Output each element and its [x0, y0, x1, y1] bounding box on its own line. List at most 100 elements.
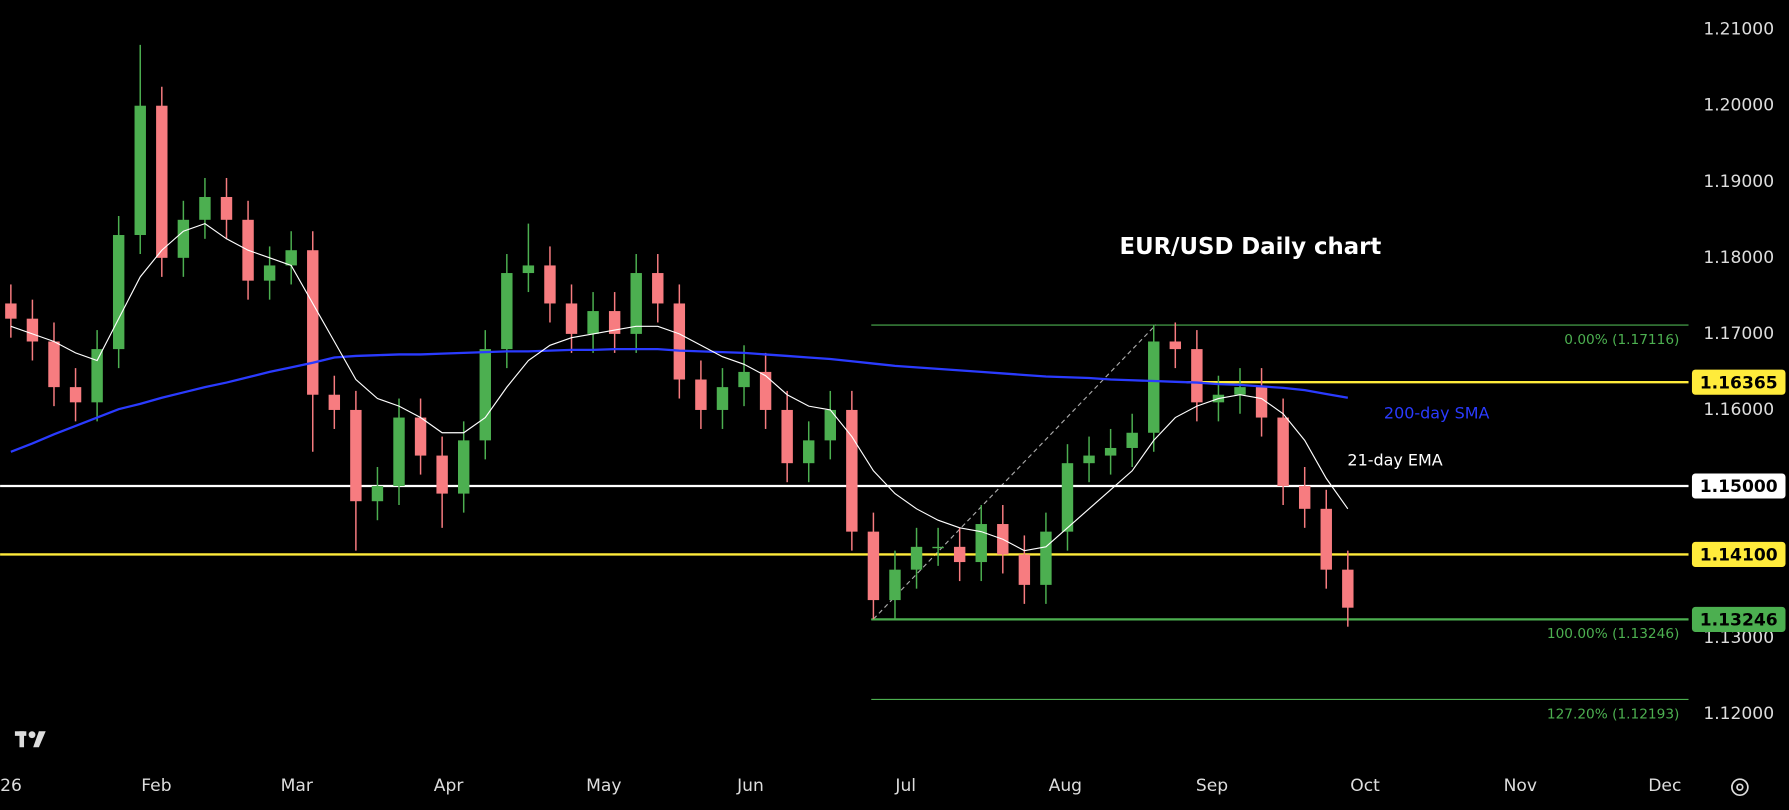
- series-label: 200-day SMA: [1384, 404, 1490, 423]
- candle-body: [565, 303, 578, 334]
- y-tick-label: 1.19000: [1703, 172, 1774, 192]
- candle-body: [1277, 417, 1289, 486]
- candle-body: [199, 196, 211, 220]
- y-tick-label: 1.13000: [1703, 628, 1774, 648]
- plot-layer: 1.120001.130001.140001.150001.160001.170…: [0, 20, 1786, 796]
- settings-icon[interactable]: [1731, 778, 1749, 797]
- candle-body: [1018, 554, 1031, 585]
- candle-body: [1126, 432, 1138, 448]
- candle-body: [263, 265, 276, 281]
- candle-body: [1148, 341, 1160, 433]
- tradingview-logo: [14, 731, 46, 748]
- candle-body: [1169, 341, 1182, 350]
- x-tick-label: Dec: [1648, 776, 1681, 796]
- price-box: [1691, 473, 1786, 499]
- y-tick-label: 1.16000: [1703, 400, 1774, 420]
- candle-body: [393, 417, 405, 486]
- candle-body: [846, 409, 858, 532]
- candle-body: [48, 341, 60, 388]
- candle-body: [350, 409, 362, 502]
- candle-body: [177, 219, 190, 258]
- candle-body: [716, 387, 729, 410]
- price-box-label: 1.13246: [1700, 611, 1778, 631]
- candle-body: [1320, 508, 1332, 570]
- candle-body: [1104, 447, 1117, 456]
- price-box-label: 1.16365: [1700, 373, 1778, 393]
- candle-body: [501, 273, 513, 350]
- price-box: [1691, 606, 1786, 632]
- candle-body: [975, 524, 987, 563]
- candle-body: [328, 394, 341, 410]
- fib-label: 127.20% (1.12193): [1547, 706, 1680, 722]
- price-box-label: 1.14100: [1700, 546, 1778, 566]
- x-tick-label: Jul: [894, 776, 916, 796]
- candle-body: [112, 235, 125, 350]
- fib-trend-line: [873, 324, 1157, 620]
- candle-body: [522, 265, 535, 274]
- ma-line: [10, 222, 1349, 552]
- x-tick-label: Mar: [281, 776, 314, 796]
- candle-body: [134, 105, 146, 236]
- candle-body: [91, 349, 103, 403]
- candle-body: [781, 409, 793, 464]
- candle-body: [932, 546, 944, 549]
- candle-body: [544, 265, 556, 304]
- candle-body: [587, 311, 599, 334]
- candle-body: [26, 318, 39, 342]
- x-tick-label: May: [586, 776, 621, 796]
- candle-body: [371, 486, 384, 502]
- candle-body: [673, 303, 686, 380]
- candle-body: [1342, 569, 1354, 608]
- candle-body: [414, 417, 427, 456]
- x-tick-label: 2026: [0, 776, 22, 796]
- price-box: [1691, 541, 1786, 567]
- y-tick-label: 1.21000: [1703, 20, 1774, 40]
- candle-body: [1255, 387, 1268, 418]
- candle-body: [824, 409, 836, 441]
- candle-body: [695, 379, 707, 410]
- candle-body: [307, 250, 319, 395]
- x-tick-label: Jun: [736, 776, 764, 796]
- x-tick-label: Sep: [1196, 776, 1228, 796]
- candle-body: [457, 440, 470, 494]
- candle-body: [867, 531, 880, 601]
- candle-body: [5, 303, 17, 319]
- x-tick-label: Aug: [1049, 776, 1082, 796]
- candle-body: [220, 196, 233, 220]
- candle-body: [1234, 387, 1246, 395]
- candle-body: [738, 371, 750, 388]
- candle-body: [630, 273, 642, 334]
- candle-body: [608, 311, 621, 334]
- x-tick-label: Nov: [1504, 776, 1537, 796]
- candle-body: [759, 371, 772, 410]
- candle-body: [889, 569, 901, 601]
- price-box-label: 1.15000: [1700, 477, 1778, 497]
- ma-line: [10, 347, 1349, 453]
- series-label: 21-day EMA: [1347, 450, 1442, 469]
- candle-body: [285, 250, 297, 266]
- y-tick-label: 1.18000: [1703, 248, 1774, 268]
- x-tick-label: Oct: [1350, 776, 1380, 796]
- candle-body: [1083, 455, 1095, 464]
- x-tick-label: Feb: [141, 776, 171, 796]
- fib-label: 0.00% (1.17116): [1564, 332, 1679, 348]
- y-tick-label: 1.20000: [1703, 96, 1774, 116]
- candle-body: [910, 546, 923, 570]
- candle-body: [69, 387, 82, 403]
- x-tick-label: Apr: [434, 776, 465, 796]
- y-tick-label: 1.12000: [1703, 704, 1774, 724]
- y-tick-label: 1.17000: [1703, 324, 1774, 344]
- candle-body: [436, 455, 448, 494]
- fib-label: 100.00% (1.13246): [1547, 626, 1680, 642]
- candle-body: [156, 105, 168, 258]
- chart-title: EUR/USD Daily chart: [1120, 234, 1382, 260]
- candle-body: [1040, 531, 1052, 585]
- candle-body: [803, 440, 815, 464]
- candle-body: [1298, 486, 1311, 509]
- candle-body: [652, 273, 664, 304]
- candle-body: [1061, 463, 1074, 532]
